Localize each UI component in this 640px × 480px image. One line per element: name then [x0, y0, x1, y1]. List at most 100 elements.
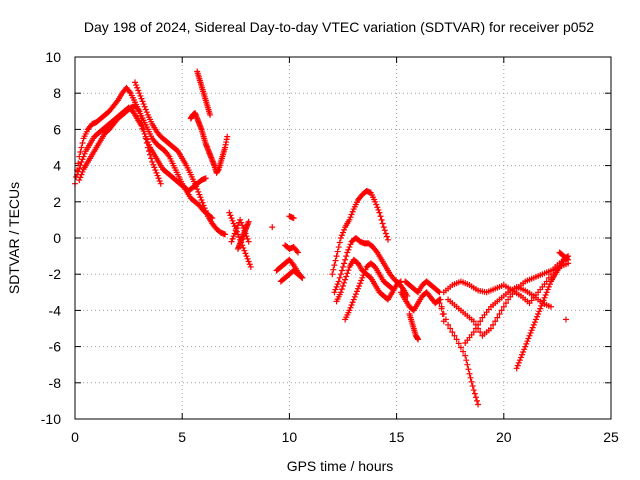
x-tick-label: 10 [282, 429, 298, 445]
data-point-interp [498, 307, 505, 314]
data-point-interp [245, 258, 252, 265]
y-tick-label: 2 [53, 194, 61, 210]
data-point-interp [154, 172, 161, 179]
data-point-interp [534, 313, 541, 320]
data-point-interp [298, 273, 305, 280]
data-point [331, 289, 338, 296]
data-point [202, 175, 209, 182]
data-point [380, 224, 387, 231]
data-point-interp [143, 109, 150, 116]
data-point-interp [78, 171, 85, 178]
data-point-interp [289, 260, 296, 267]
data-point-interp [340, 282, 346, 289]
data-point-interp [341, 279, 348, 286]
data-point [372, 198, 379, 205]
data-point-interp [536, 308, 543, 315]
data-point-interp [76, 165, 83, 172]
data-point [470, 318, 477, 325]
data-point-interp [330, 266, 337, 273]
data-point-interp [477, 329, 484, 336]
data-point-interp [514, 362, 521, 369]
data-point-interp [347, 214, 354, 221]
data-point [192, 180, 199, 187]
data-point-interp [564, 255, 571, 262]
data-point-interp [335, 244, 342, 251]
data-point-interp [198, 196, 205, 203]
data-point [140, 101, 147, 108]
data-point [226, 209, 233, 216]
data-point [333, 253, 340, 260]
data-point-interp [373, 248, 380, 255]
data-point [346, 307, 353, 314]
data-point-interp [348, 211, 355, 218]
data-point [222, 231, 229, 238]
data-point-interp [145, 148, 152, 155]
data-point-interp [229, 217, 236, 224]
data-point-interp [447, 325, 454, 332]
data-point-interp [515, 359, 522, 366]
data-point [346, 216, 353, 223]
y-tick-label: 0 [53, 230, 61, 246]
data-point [335, 278, 342, 285]
data-point-interp [338, 232, 345, 239]
data-point-interp [471, 390, 478, 397]
data-point [294, 249, 301, 256]
data-point-interp [137, 92, 144, 99]
data-point [517, 354, 524, 361]
data-point-interp [475, 321, 482, 328]
data-point [247, 263, 254, 270]
x-axis-label: GPS time / hours [287, 458, 394, 474]
data-point-interp [80, 153, 87, 160]
data-point-interp [451, 332, 458, 339]
data-point [462, 352, 469, 359]
data-point-interp [338, 286, 345, 293]
y-tick-label: -4 [49, 302, 62, 318]
data-point-interp [500, 303, 507, 310]
data-point-interp [388, 284, 395, 291]
data-point-interp [165, 152, 172, 159]
data-point-interp [195, 188, 202, 195]
data-point-interp [203, 210, 210, 217]
data-point [539, 300, 546, 307]
data-point [290, 215, 297, 222]
data-point-interp [332, 257, 339, 264]
data-point-interp [139, 121, 146, 128]
data-point [470, 387, 477, 394]
data-point-interp [541, 294, 548, 301]
data-point-interp [540, 297, 547, 304]
data-point-interp [374, 204, 381, 211]
data-point [136, 108, 143, 115]
data-point-interp [474, 397, 480, 404]
data-point-interp [333, 283, 340, 290]
data-point [385, 236, 392, 243]
data-point-interp [440, 311, 447, 318]
data-point-interp [133, 82, 140, 89]
data-point-interp [332, 286, 339, 293]
data-point-interp [244, 255, 251, 262]
data-point [535, 311, 542, 318]
data-point-interp [347, 304, 354, 311]
data-point-interp [467, 374, 474, 381]
data-point [149, 158, 156, 165]
data-point-interp [382, 230, 389, 237]
data-point [230, 220, 237, 227]
data-point-interp [383, 233, 390, 240]
data-point [530, 321, 537, 328]
data-point-interp [348, 301, 355, 308]
data-point-interp [143, 139, 150, 146]
data-point-interp [472, 325, 479, 332]
data-point [350, 296, 357, 303]
data-point-interp [542, 292, 549, 299]
data-point [355, 285, 362, 292]
y-axis-label: SDTVAR / TECUs [6, 182, 22, 294]
x-tick-label: 0 [71, 429, 79, 445]
data-point [340, 263, 346, 270]
y-tick-label: 4 [53, 158, 61, 174]
data-point-interp [516, 357, 523, 364]
x-tick-label: 25 [603, 429, 619, 445]
data-point [359, 274, 366, 281]
data-point-interp [194, 186, 201, 193]
data-point-interp [520, 349, 527, 356]
data-point-interp [353, 288, 360, 295]
